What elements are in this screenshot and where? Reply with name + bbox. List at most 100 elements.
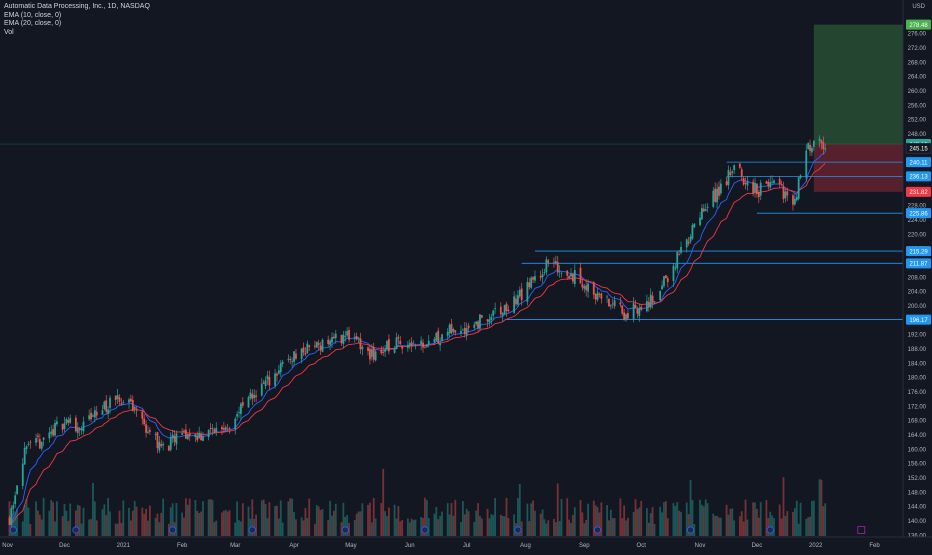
candle-body — [240, 403, 242, 414]
volume-bar — [82, 507, 85, 536]
candle-body — [702, 208, 705, 212]
candle-body — [107, 409, 110, 414]
horizontal-levels[interactable] — [0, 143, 903, 320]
volume-bar — [387, 507, 390, 536]
volume-bar — [268, 502, 271, 536]
volume-bar — [302, 520, 305, 536]
x-tick-label: Aug — [520, 543, 531, 549]
candle-body — [795, 196, 798, 201]
candle-body — [769, 181, 772, 188]
volume-bar — [16, 508, 18, 536]
candle-body — [293, 351, 295, 362]
candle-body — [289, 358, 292, 361]
candle-body — [704, 209, 707, 211]
candle-body — [287, 359, 290, 360]
volume-bar — [276, 505, 278, 536]
price-scale[interactable]: USD 136.00 140.00 144.00 148.00 152.00 156.00 1… — [902, 0, 932, 550]
volume-bar — [556, 483, 559, 536]
volume-bar — [579, 500, 582, 536]
candle-body — [480, 315, 483, 318]
legend: Automatic Data Processing, Inc., 1D, NAS… — [4, 3, 150, 37]
volume-bar — [401, 520, 404, 536]
candle-body — [680, 246, 682, 253]
candle-body — [147, 431, 149, 433]
volume-bar — [738, 516, 741, 536]
candle-body — [661, 285, 663, 290]
volume-bar — [133, 501, 136, 536]
volume-bar — [95, 520, 98, 536]
price-tag-label: 215.29 — [909, 249, 928, 255]
dividend-marker-icon — [593, 526, 602, 534]
volume-bar — [361, 503, 364, 536]
volume-bar — [251, 499, 254, 536]
candle-body — [441, 334, 443, 342]
dividend-marker-icon — [766, 526, 774, 534]
volume-bar — [171, 503, 174, 536]
volume-bar — [147, 520, 149, 536]
candle-body — [277, 370, 280, 374]
candle-body — [554, 261, 557, 264]
volume-bar — [592, 500, 595, 536]
volume-bar — [494, 497, 497, 536]
candle-body — [740, 169, 743, 177]
candle-body — [50, 431, 53, 434]
candle-body — [488, 319, 491, 323]
candle-body — [241, 402, 244, 406]
candle-body — [67, 420, 70, 423]
candle-body — [547, 260, 550, 263]
volume-bar — [240, 521, 242, 536]
candle-body — [251, 393, 254, 399]
candle-body — [304, 352, 307, 355]
x-tick-label: Feb — [869, 543, 880, 549]
candle-body — [56, 421, 58, 425]
candle-body — [226, 428, 229, 430]
candle-body — [188, 433, 191, 436]
volume-bar — [175, 503, 178, 536]
volume-bar — [279, 500, 282, 536]
volume-bar — [499, 514, 502, 536]
time-scale[interactable]: Nov Dec 2021 Feb Mar Apr May Jun Jul Aug Sep Oct Nov… — [0, 526, 932, 550]
volume-bar — [264, 504, 267, 536]
candle-body — [647, 301, 650, 307]
candle-body — [186, 434, 189, 440]
volume-bar — [638, 507, 641, 536]
x-tick-label: Nov — [2, 543, 13, 549]
candle-body — [160, 444, 163, 447]
volume-bar — [714, 516, 717, 536]
volume-bar — [672, 503, 675, 536]
candle-body — [48, 432, 51, 439]
candle-body — [452, 329, 455, 332]
candle-body — [674, 267, 677, 269]
candle-body — [224, 427, 227, 430]
candle-body — [501, 313, 504, 316]
volume-bar — [608, 520, 610, 536]
candle-body — [494, 308, 497, 310]
candle-body — [395, 337, 398, 350]
volume-bar — [370, 522, 373, 536]
volume-bar — [317, 506, 320, 536]
candle-body — [321, 339, 324, 352]
candle-body — [640, 306, 643, 310]
volume-bar — [412, 520, 415, 536]
candle-body — [782, 186, 785, 200]
candle-body — [454, 330, 457, 333]
volume-bar — [209, 499, 212, 536]
long-position-tool[interactable] — [813, 24, 903, 192]
volume-bar — [619, 498, 622, 536]
candle-body — [592, 282, 595, 295]
candle-body — [632, 303, 635, 319]
candle-body — [399, 340, 402, 345]
volume-bar — [213, 522, 216, 536]
candle-body — [215, 428, 218, 433]
candle-body — [76, 427, 79, 433]
candle-body — [672, 265, 675, 282]
candle-body — [598, 294, 601, 295]
candle-body — [771, 181, 774, 183]
volume-bar — [805, 518, 808, 536]
volume-bar — [647, 522, 650, 536]
candle-body — [175, 433, 178, 445]
volume-bar — [56, 501, 58, 536]
x-tick-label: Dec — [59, 543, 70, 549]
